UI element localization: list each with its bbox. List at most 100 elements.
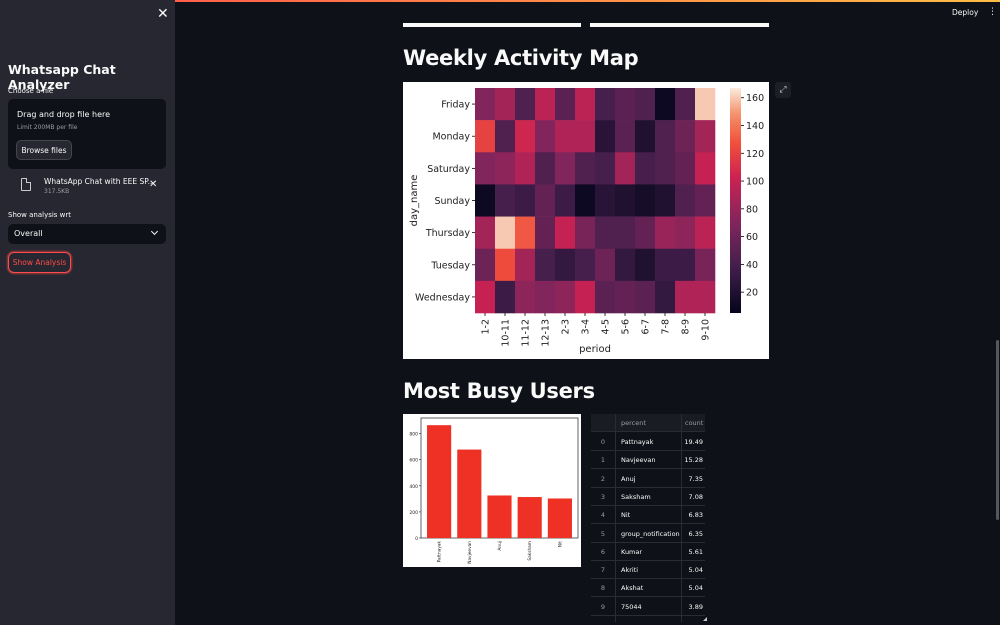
y-tick-label: 800: [409, 432, 418, 438]
table-row[interactable]: 7 Akriti 5.04: [591, 561, 705, 580]
heatmap-cell: [575, 216, 596, 250]
heatmap-cell: [635, 216, 656, 250]
heatmap-cell: [615, 152, 636, 185]
heatmap-cell: [655, 184, 676, 217]
table-row[interactable]: 6 Kumar 5.61: [591, 543, 705, 561]
heatmap-cell: [575, 248, 596, 282]
x-tick-label: 3-4: [581, 319, 592, 335]
colorbar-tick-label: 40: [746, 260, 758, 271]
table-resize-handle[interactable]: [703, 617, 707, 621]
uploaded-file-size: 317.5KB: [44, 188, 70, 195]
colorbar: [730, 88, 741, 313]
value-cell: 15.28: [684, 456, 703, 465]
table-row[interactable]: 0 Pattnayak 19.49: [591, 433, 705, 451]
value-cell: 7.08: [688, 492, 703, 501]
heatmap-cell: [635, 248, 656, 282]
heatmap-cell: [535, 120, 556, 153]
heatmap-cell: [515, 216, 536, 250]
row-index: 1: [600, 456, 606, 465]
row-index: 8: [600, 584, 606, 593]
heatmap-cell: [675, 152, 696, 185]
count-header[interactable]: count: [685, 419, 704, 427]
row-index: 2: [600, 474, 606, 483]
busy-users-table[interactable]: percent count 0 Pattnayak 19.49 1 Navjeevan 15.…: [591, 414, 705, 622]
table-row[interactable]: 2 Anuj 7.35: [591, 470, 705, 488]
heatmap-cell: [495, 216, 516, 250]
heatmap-cell: [675, 280, 696, 314]
colorbar-tick-label: 140: [746, 121, 764, 132]
row-index: 0: [600, 438, 606, 446]
table-row[interactable]: 5 group_notification 6.35: [591, 525, 705, 543]
bar: [547, 498, 572, 538]
heatmap-cell: [495, 88, 516, 121]
heatmap-cell: [555, 216, 576, 250]
heatmap-cell: [595, 152, 616, 185]
table-row[interactable]: 8 Akshat 5.04: [591, 579, 705, 598]
value-cell: 19.49: [684, 438, 703, 446]
x-tick-label: 12-13: [541, 319, 552, 347]
heatmap-cell: [575, 280, 596, 314]
user-name-cell: 75044: [621, 602, 642, 611]
heatmap-cell: [655, 280, 676, 314]
x-tick-label: 10-11: [501, 319, 512, 347]
heatmap-cell: [535, 216, 556, 250]
table-row[interactable]: 1 Navjeevan 15.28: [591, 451, 705, 470]
heatmap-cell: [575, 152, 596, 185]
heatmap-cell: [555, 88, 576, 121]
percent-header[interactable]: percent: [621, 419, 646, 427]
x-tick-label: Saksham: [527, 541, 533, 561]
heatmap-cell: [495, 280, 516, 314]
table-row[interactable]: 9 75044 3.89: [591, 598, 705, 616]
heatmap-cell: [475, 216, 496, 250]
main-menu-icon[interactable]: ⋮: [988, 7, 997, 17]
heatmap-cell: [655, 88, 676, 121]
page-scrollbar[interactable]: [996, 340, 999, 520]
deploy-button[interactable]: Deploy: [952, 8, 979, 17]
heatmap-cell: [515, 120, 536, 153]
heatmap-cell: [555, 248, 576, 282]
row-index: 9: [600, 602, 606, 611]
value-cell: 5.04: [688, 584, 703, 593]
table-row[interactable]: 4 Nit 6.83: [591, 506, 705, 525]
heatmap-cell: [635, 152, 656, 185]
y-tick-label: Monday: [432, 132, 470, 143]
uploaded-file-name: WhatsApp Chat with EEE SP...: [44, 177, 155, 186]
heatmap-cell: [595, 88, 616, 121]
heatmap-cell: [635, 120, 656, 153]
heatmap-cell: [675, 120, 696, 153]
heatmap-cell: [475, 152, 496, 185]
table-row[interactable]: 3 Saksham 7.08: [591, 488, 705, 506]
heatmap-cell: [555, 120, 576, 153]
close-sidebar-icon[interactable]: ✕: [157, 6, 169, 22]
remove-file-icon[interactable]: ✕: [149, 179, 158, 190]
heatmap-cell: [515, 280, 536, 314]
heatmap-cell: [475, 120, 496, 153]
x-tick-label: 6-7: [641, 319, 652, 335]
value-cell: 6.83: [688, 511, 703, 520]
top-accent-line: [0, 0, 1000, 2]
colorbar-tick-label: 60: [746, 232, 758, 243]
bar: [427, 425, 452, 538]
heatmap-cell: [555, 280, 576, 314]
x-tick-label: 1-2: [481, 319, 492, 335]
heatmap-cell: [575, 184, 596, 217]
heatmap-cell: [495, 152, 516, 185]
y-tick-label: Saturday: [427, 164, 470, 175]
y-tick-label: Wednesday: [415, 292, 470, 303]
expand-icon[interactable]: ⤢: [775, 82, 791, 98]
heatmap-cell: [475, 248, 496, 282]
heatmap-cell: [675, 216, 696, 250]
heatmap-cell: [635, 280, 656, 314]
chevron-down-icon: [150, 227, 159, 236]
x-tick-label: 5-6: [621, 319, 632, 335]
heatmap-cell: [555, 152, 576, 185]
file-dropzone[interactable]: Drag and drop file here Limit 200MB per …: [8, 99, 166, 169]
row-index: 6: [600, 547, 606, 556]
analysis-select[interactable]: Overall: [8, 224, 166, 244]
heatmap-cell: [615, 280, 636, 314]
value-cell: 7.35: [688, 474, 703, 483]
show-analysis-button[interactable]: Show Analysis: [8, 252, 71, 273]
heatmap-cell: [695, 248, 716, 282]
dropzone-limit: Limit 200MB per file: [17, 124, 78, 131]
browse-files-button[interactable]: Browse files: [16, 140, 72, 160]
